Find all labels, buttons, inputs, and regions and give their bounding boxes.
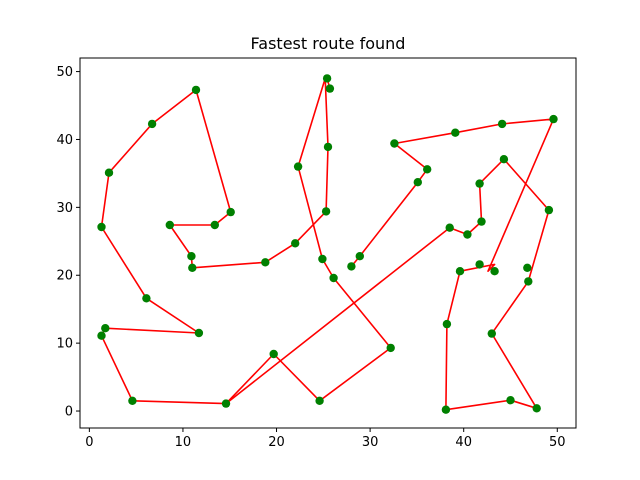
y-tick-label: 50 [56, 65, 73, 80]
city-point [191, 85, 201, 95]
city-point [165, 220, 174, 230]
city-point [347, 262, 356, 271]
city-point [293, 162, 303, 171]
city-point [445, 223, 454, 232]
city-point [524, 277, 533, 286]
city-point [321, 207, 331, 216]
city-point [142, 294, 151, 303]
y-axis: 0 10 20 30 40 50 [56, 65, 80, 420]
city-point [322, 74, 332, 83]
city-point [329, 273, 338, 283]
chart-title: Fastest route found [251, 34, 406, 53]
city-point [451, 128, 460, 137]
city-point [544, 205, 554, 215]
y-tick-label: 10 [56, 337, 73, 352]
city-point [261, 258, 270, 267]
y-tick-label: 20 [56, 269, 73, 284]
city-point [549, 114, 558, 124]
route-points [97, 74, 558, 414]
city-point [187, 252, 196, 261]
city-point [128, 396, 137, 405]
y-tick-label: 0 [65, 405, 73, 420]
route-segment [100, 77, 392, 405]
city-point [532, 404, 541, 413]
x-tick-label: 40 [455, 435, 472, 450]
city-point [490, 267, 499, 276]
city-point [97, 331, 106, 340]
city-point [269, 349, 278, 359]
y-tick-label: 40 [56, 133, 73, 148]
x-tick-label: 30 [362, 435, 379, 450]
city-point [499, 155, 509, 164]
city-point [291, 239, 300, 248]
city-point [463, 230, 472, 239]
city-point [355, 252, 364, 261]
city-point [226, 207, 235, 217]
city-point [523, 263, 532, 272]
city-point [101, 324, 110, 333]
city-point [194, 328, 204, 338]
x-tick-label: 20 [268, 435, 285, 450]
y-tick-label: 30 [56, 201, 73, 216]
city-point [97, 222, 106, 232]
city-point [315, 396, 324, 405]
route-lines [100, 77, 555, 411]
x-tick-label: 0 [85, 435, 93, 450]
plot-frame [79, 57, 577, 429]
city-point [497, 119, 507, 129]
city-point [147, 119, 157, 129]
city-point [441, 405, 451, 414]
city-point [455, 267, 465, 276]
city-point [475, 260, 484, 269]
city-point [475, 179, 484, 188]
city-point [477, 217, 486, 226]
route-segment [225, 118, 555, 411]
x-tick-label: 10 [175, 435, 192, 450]
city-point [188, 263, 197, 272]
city-point [386, 343, 395, 353]
city-point [325, 84, 335, 93]
city-point [413, 178, 422, 187]
city-point [104, 168, 114, 177]
city-point [210, 220, 219, 230]
city-point [506, 396, 515, 405]
city-point [323, 142, 333, 152]
city-point [442, 319, 452, 329]
city-point [318, 254, 327, 264]
x-axis: 0 10 20 30 40 50 [85, 428, 566, 450]
x-tick-label: 50 [549, 435, 566, 450]
city-point [423, 165, 432, 174]
city-point [221, 399, 231, 408]
city-point [487, 329, 496, 338]
city-point [390, 139, 399, 148]
